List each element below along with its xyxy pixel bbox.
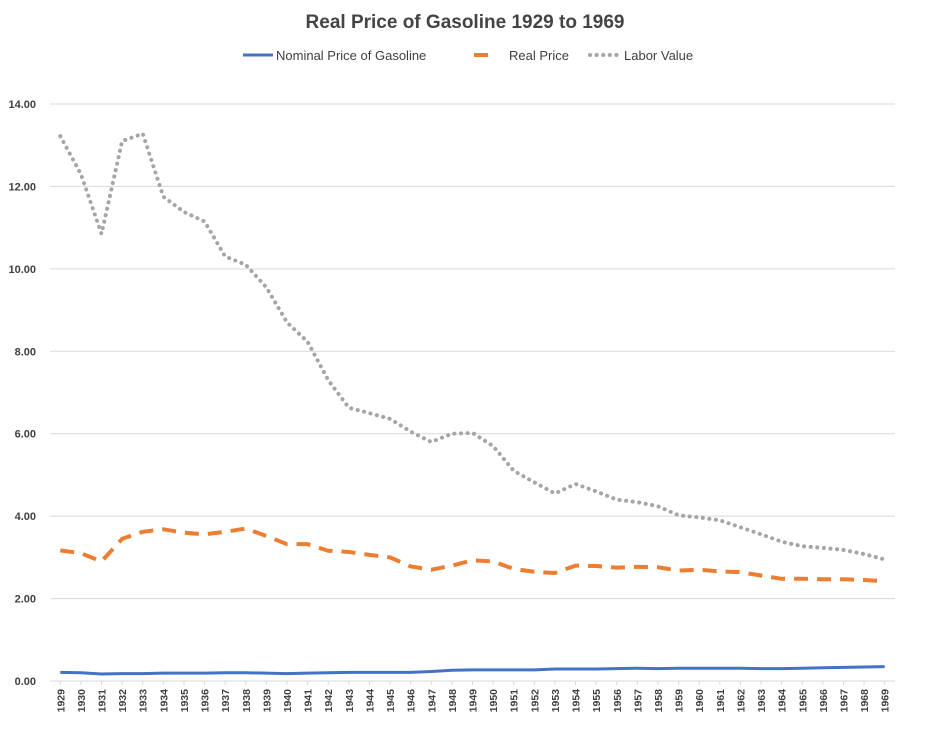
x-tick-label: 1960 [694,689,706,713]
legend-label: Nominal Price of Gasoline [276,48,426,63]
x-tick-label: 1936 [200,689,212,713]
series-line-nominal-price-of-gasoline [60,665,885,676]
x-tick-label: 1935 [179,689,191,713]
x-tick-label: 1939 [261,689,273,713]
x-tick-label: 1964 [777,689,789,713]
x-tick-label: 1940 [282,689,294,713]
x-tick-label: 1949 [468,689,480,713]
x-tick-label: 1952 [529,689,541,713]
x-tick-label: 1942 [323,689,335,713]
series-line-real-price [60,526,885,584]
x-tick-label: 1944 [364,689,376,713]
x-tick-label: 1968 [859,689,871,713]
y-tick-label: 2.00 [15,594,36,606]
x-tick-label: 1947 [426,689,438,713]
x-tick-label: 1956 [612,689,624,713]
x-tick-label: 1965 [797,689,809,713]
series-layer [58,131,887,676]
x-tick-label: 1954 [571,689,583,713]
x-tick-label: 1967 [838,689,850,713]
y-tick-label: 12.00 [8,181,36,193]
x-tick-label: 1938 [241,689,253,713]
y-tick-label: 10.00 [8,264,36,276]
gridlines [50,103,895,682]
x-tick-label: 1931 [97,689,109,713]
legend-label: Real Price [509,48,569,63]
legend-label: Labor Value [624,48,693,63]
series-line-labor-value [58,131,887,562]
x-tick-label: 1963 [756,689,768,713]
x-tick-label: 1969 [880,689,892,713]
x-tick-label: 1945 [385,689,397,713]
y-tick-label: 14.00 [8,99,36,111]
x-tick-label: 1948 [447,689,459,713]
x-tick-label: 1946 [406,689,418,713]
x-tick-label: 1961 [715,689,727,713]
x-axis: 1929 1930 1931 1932 1933 1934 1935 1936 1937 1938… [55,681,892,713]
x-tick-label: 1966 [818,689,830,713]
x-tick-label: 1962 [735,689,747,713]
chart-title: Real Price of Gasoline 1929 to 1969 [306,12,625,33]
x-tick-label: 1957 [632,689,644,713]
x-tick-label: 1941 [303,689,315,713]
x-tick-label: 1934 [158,689,170,713]
x-tick-label: 1937 [220,689,232,713]
x-tick-label: 1958 [653,689,665,713]
y-tick-label: 0.00 [15,676,36,688]
x-tick-label: 1943 [344,689,356,713]
y-tick-label: 4.00 [15,511,36,523]
x-tick-label: 1929 [55,689,67,713]
y-axis: 0.00 2.00 4.00 6.00 8.00 10.00 12.00 14.00 [8,99,36,688]
x-tick-label: 1959 [674,689,686,713]
legend: Nominal Price of Gasoline Real Price Labor… [243,48,693,63]
x-tick-label: 1953 [550,689,562,713]
x-tick-label: 1932 [117,689,129,713]
x-tick-label: 1955 [591,689,603,713]
x-tick-label: 1933 [138,689,150,713]
x-tick-label: 1950 [488,689,500,713]
x-tick-label: 1951 [509,689,521,713]
y-tick-label: 8.00 [15,346,36,358]
y-tick-label: 6.00 [15,429,36,441]
x-tick-label: 1930 [76,689,88,713]
